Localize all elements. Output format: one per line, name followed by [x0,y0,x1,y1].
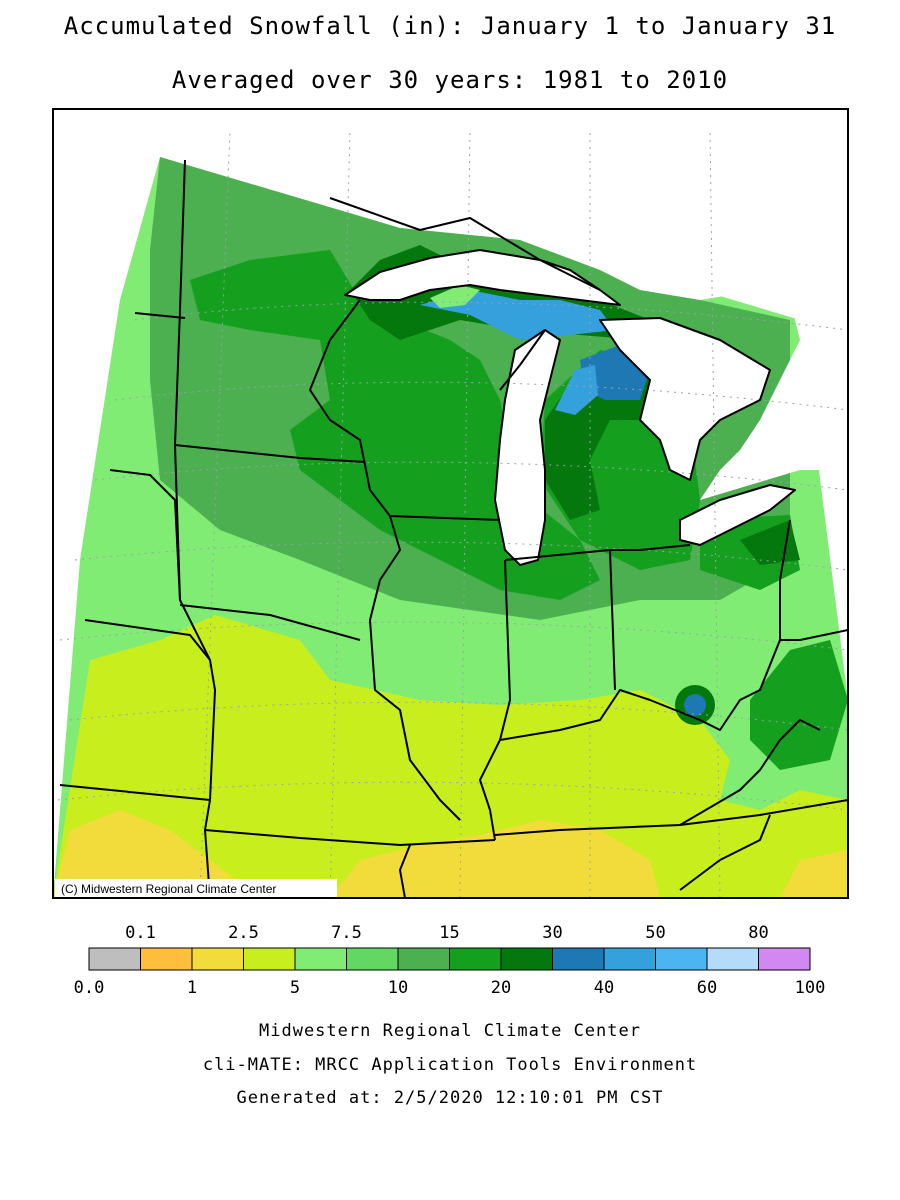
legend-bin-2 [191,947,244,971]
legend-bin-9 [552,947,605,971]
legend-bin-7 [449,947,502,971]
lake-michigan [495,330,560,565]
legend-top-label: 7.5 [331,923,362,943]
legend-bin-8 [500,947,553,971]
legend-bottom-label: 10 [388,978,408,998]
legend-bins [88,947,811,971]
legend-bottom-label: 60 [697,978,717,998]
legend-bottom-label: 40 [594,978,614,998]
legend-bottom-labels: 0.0 1 5 10 20 40 60 100 [74,978,826,998]
legend-top-label: 0.1 [125,923,156,943]
legend-bottom-label: 1 [187,978,197,998]
grid-lines [57,129,848,898]
canada-white [53,109,848,500]
legend-bin-5 [346,947,399,971]
legend-bin-1 [140,947,193,971]
chart-title: Accumulated Snowfall (in): January 1 to … [63,12,837,40]
legend-top-label: 80 [748,923,768,943]
legend-top-label: 2.5 [228,923,259,943]
footer-org: Midwestern Regional Climate Center [259,1021,641,1041]
region-20-30-ky [684,694,706,716]
footer-tool: cli-MATE: MRCC Application Tools Environ… [202,1055,698,1075]
region-1-2.5-se [780,850,848,898]
legend-bin-11 [655,947,708,971]
legend-bin-6 [397,947,450,971]
legend-top-label: 30 [542,923,562,943]
legend-bottom-label: 5 [290,978,300,998]
legend-bin-4 [294,947,347,971]
legend-bin-13 [758,947,811,971]
legend-bottom-label: 100 [795,978,826,998]
legend-bin-3 [243,947,296,971]
chart-subtitle: Averaged over 30 years: 1981 to 2010 [171,66,729,94]
legend-bin-0 [88,947,141,971]
legend-bin-10 [603,947,656,971]
legend-top-label: 50 [645,923,665,943]
lake-erie [680,485,795,545]
legend-bottom-label: 0.0 [74,978,105,998]
lake-outlines [344,249,796,566]
region-1-2.5-s [330,820,660,898]
footer-generated: Generated at: 2/5/2020 12:10:01 PM CST [236,1088,664,1108]
state-boundaries [59,159,848,898]
legend-bin-12 [706,947,759,971]
legend-top-label: 15 [439,923,459,943]
lake-huron [600,318,770,480]
legend-bottom-label: 20 [491,978,511,998]
region-10-15-wv [750,640,848,770]
region-30-40-sup [420,290,615,340]
region-30-40-mi [555,365,598,415]
copyright-box [55,879,337,897]
map-frame [52,108,849,899]
legend-top-labels: 0.1 2.5 7.5 15 30 50 80 [125,923,769,943]
copyright-text: (C) Midwestern Regional Climate Center [61,882,276,896]
